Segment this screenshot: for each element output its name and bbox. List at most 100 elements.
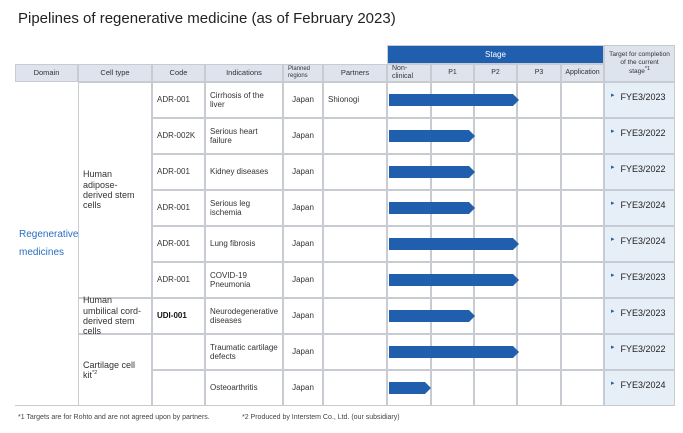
text: FYE3/2024 xyxy=(620,236,666,246)
cell-type-cell: Cartilage cell kit*2 xyxy=(78,334,152,406)
code-cell: ADR-001 xyxy=(152,226,205,262)
partner-cell xyxy=(323,262,387,298)
stage-cell xyxy=(561,118,604,154)
stage-cell xyxy=(561,334,604,370)
partner-cell xyxy=(323,154,387,190)
progress-arrow xyxy=(389,310,475,322)
stage-cell xyxy=(517,118,561,154)
indication-cell: Lung fibrosis xyxy=(205,226,283,262)
indication-cell: COVID-19 Pneumonia xyxy=(205,262,283,298)
stage-cell xyxy=(474,370,517,406)
footnote: *2 Produced by Interstem Co., Ltd. (our … xyxy=(242,414,400,421)
progress-arrow xyxy=(389,346,519,358)
region-cell: Japan xyxy=(283,298,323,334)
code-cell: UDI-001 xyxy=(152,298,205,334)
partner-cell xyxy=(323,190,387,226)
text: Human umbilical cord-derived stem cells xyxy=(83,295,142,337)
stage-column-header: P3 xyxy=(517,64,561,82)
region-cell: Japan xyxy=(283,262,323,298)
stage-column-header: P1 xyxy=(431,64,474,82)
stage-cell xyxy=(474,298,517,334)
code-cell: ADR-001 xyxy=(152,82,205,118)
text: FYE3/2022 xyxy=(620,164,666,174)
marker: ▸ xyxy=(611,164,615,171)
stage-cell xyxy=(517,226,561,262)
cell-type: Cartilage cell kit*2 xyxy=(83,360,147,381)
stage-column-header: Non-clinical xyxy=(387,64,431,82)
footnote: *1 Targets are for Rohto and are not agr… xyxy=(18,414,210,421)
indication-cell: Serious heart failure xyxy=(205,118,283,154)
indication-cell: Osteoarthritis xyxy=(205,370,283,406)
indication-cell: Kidney diseases xyxy=(205,154,283,190)
stage-cell xyxy=(517,370,561,406)
column-header: Partners xyxy=(323,64,387,82)
stage-cell xyxy=(474,118,517,154)
partner-cell xyxy=(323,226,387,262)
marker: ▸ xyxy=(611,236,615,243)
domain-cell: Regenerative medicines xyxy=(15,82,78,406)
stage-header: Stage xyxy=(387,45,604,64)
cell-type-cell: Human adipose-derived stem cells xyxy=(78,82,152,298)
code-cell xyxy=(152,370,205,406)
stage-column-header: Application xyxy=(561,64,604,82)
text: FYE3/2022 xyxy=(620,344,666,354)
code-cell xyxy=(152,334,205,370)
column-header: Code xyxy=(152,64,205,82)
region-cell: Japan xyxy=(283,118,323,154)
region-cell: Japan xyxy=(283,370,323,406)
code-cell: ADR-001 xyxy=(152,154,205,190)
stage-cell xyxy=(561,370,604,406)
target-cell: ▸ FYE3/2022 xyxy=(604,334,675,370)
progress-arrow xyxy=(389,238,519,250)
target-cell: ▸ FYE3/2023 xyxy=(604,262,675,298)
stage-cell xyxy=(474,154,517,190)
region-cell: Japan xyxy=(283,226,323,262)
code-cell: ADR-001 xyxy=(152,190,205,226)
progress-arrow xyxy=(389,94,519,106)
target-cell: ▸ FYE3/2023 xyxy=(604,298,675,334)
text: FYE3/2023 xyxy=(620,92,666,102)
cell-type: Human adipose-derived stem cells xyxy=(83,169,147,210)
marker: ▸ xyxy=(611,128,615,135)
partner-cell xyxy=(323,298,387,334)
text: FYE3/2024 xyxy=(620,380,666,390)
marker: ▸ xyxy=(611,308,615,315)
target-cell: ▸ FYE3/2024 xyxy=(604,370,675,406)
column-header: Planned regions xyxy=(283,64,323,82)
progress-arrow xyxy=(389,166,475,178)
stage-cell xyxy=(561,82,604,118)
marker: ▸ xyxy=(611,92,615,99)
text: Human adipose-derived stem cells xyxy=(83,169,135,211)
region-cell: Japan xyxy=(283,154,323,190)
stage-cell xyxy=(561,298,604,334)
stage-cell xyxy=(561,262,604,298)
stage-cell xyxy=(517,298,561,334)
marker: ▸ xyxy=(611,200,615,207)
code-cell: ADR-001 xyxy=(152,262,205,298)
progress-arrow xyxy=(389,274,519,286)
stage-cell xyxy=(517,154,561,190)
cell-type-cell: Human umbilical cord-derived stem cells xyxy=(78,295,152,337)
stage-cell xyxy=(561,226,604,262)
indication-cell: Traumatic cartilage defects xyxy=(205,334,283,370)
indication-cell: Serious leg ischemia xyxy=(205,190,283,226)
stage-cell xyxy=(474,190,517,226)
header-text: Target for completion of the current sta… xyxy=(609,51,670,76)
column-header: Cell type xyxy=(78,64,152,82)
title: Pipelines of regenerative medicine (as o… xyxy=(18,10,396,27)
stage-cell xyxy=(561,190,604,226)
target-cell: ▸ FYE3/2024 xyxy=(604,226,675,262)
text: *1 xyxy=(644,66,651,73)
stage-cell xyxy=(517,262,561,298)
partner-cell xyxy=(323,334,387,370)
target-cell: ▸ FYE3/2022 xyxy=(604,118,675,154)
text: FYE3/2023 xyxy=(620,308,666,318)
stage-cell xyxy=(561,154,604,190)
stage-cell xyxy=(517,334,561,370)
text: FYE3/2022 xyxy=(620,128,666,138)
target-header: Target for completion of the current sta… xyxy=(604,45,675,82)
stage-column-header: P2 xyxy=(474,64,517,82)
text: Target for completion of the current sta… xyxy=(609,51,670,76)
marker: ▸ xyxy=(611,272,615,279)
